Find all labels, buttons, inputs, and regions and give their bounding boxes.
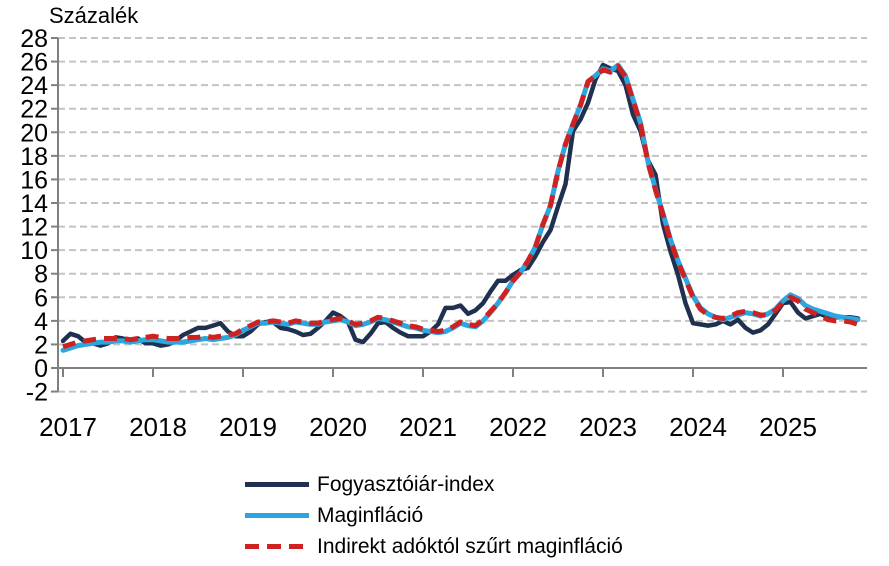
x-tick-label: 2020 — [309, 412, 367, 442]
legend-line-core-icon — [245, 513, 309, 518]
chart-title: Százalék — [49, 3, 139, 28]
y-tick-label: 6 — [34, 284, 48, 312]
x-tick-label: 2018 — [129, 412, 187, 442]
y-tick-label: 26 — [20, 49, 48, 77]
x-tick-label: 2025 — [759, 412, 817, 442]
x-tick-label: 2017 — [39, 412, 97, 442]
series-line-indirekt-ad-kt-l-sz-rt-maginfl-ci- — [62, 63, 859, 350]
y-tick-label: 12 — [20, 214, 48, 242]
y-tick-label: 4 — [34, 308, 48, 336]
legend-label-core: Maginfláció — [317, 503, 424, 527]
legend-item-core: Maginfláció — [245, 500, 623, 531]
legend-line-cpi-icon — [245, 482, 309, 487]
y-tick-label: 14 — [20, 190, 48, 218]
legend-line-filtered-core-icon — [245, 544, 309, 549]
y-tick-label: 10 — [20, 237, 48, 265]
y-tick-label: 8 — [34, 261, 48, 289]
legend-item-cpi: Fogyasztóiár-index — [245, 469, 623, 500]
legend-item-filtered-core: Indirekt adóktól szűrt maginfláció — [245, 531, 623, 562]
x-tick-label: 2021 — [399, 412, 457, 442]
x-tick-label: 2024 — [669, 412, 727, 442]
y-tick-label: 0 — [34, 355, 48, 383]
y-tick-label: 2 — [34, 331, 48, 359]
x-tick-label: 2023 — [579, 412, 637, 442]
y-tick-label: 24 — [20, 72, 48, 100]
legend-label-filtered-core: Indirekt adóktól szűrt maginfláció — [317, 534, 623, 558]
legend-label-cpi: Fogyasztóiár-index — [317, 472, 495, 496]
series-line-fogyaszt-i-r-index — [60, 62, 861, 348]
y-tick-label: 16 — [20, 166, 48, 194]
y-tick-label: 18 — [20, 143, 48, 171]
y-tick-label: -2 — [26, 379, 48, 407]
x-tick-label: 2019 — [219, 412, 277, 442]
chart-legend: Fogyasztóiár-index Maginfláció Indirekt … — [245, 469, 623, 562]
x-tick-label: 2022 — [489, 412, 547, 442]
y-tick-label: 28 — [20, 25, 48, 53]
y-tick-label: 20 — [20, 119, 48, 147]
y-tick-label: 22 — [20, 96, 48, 124]
